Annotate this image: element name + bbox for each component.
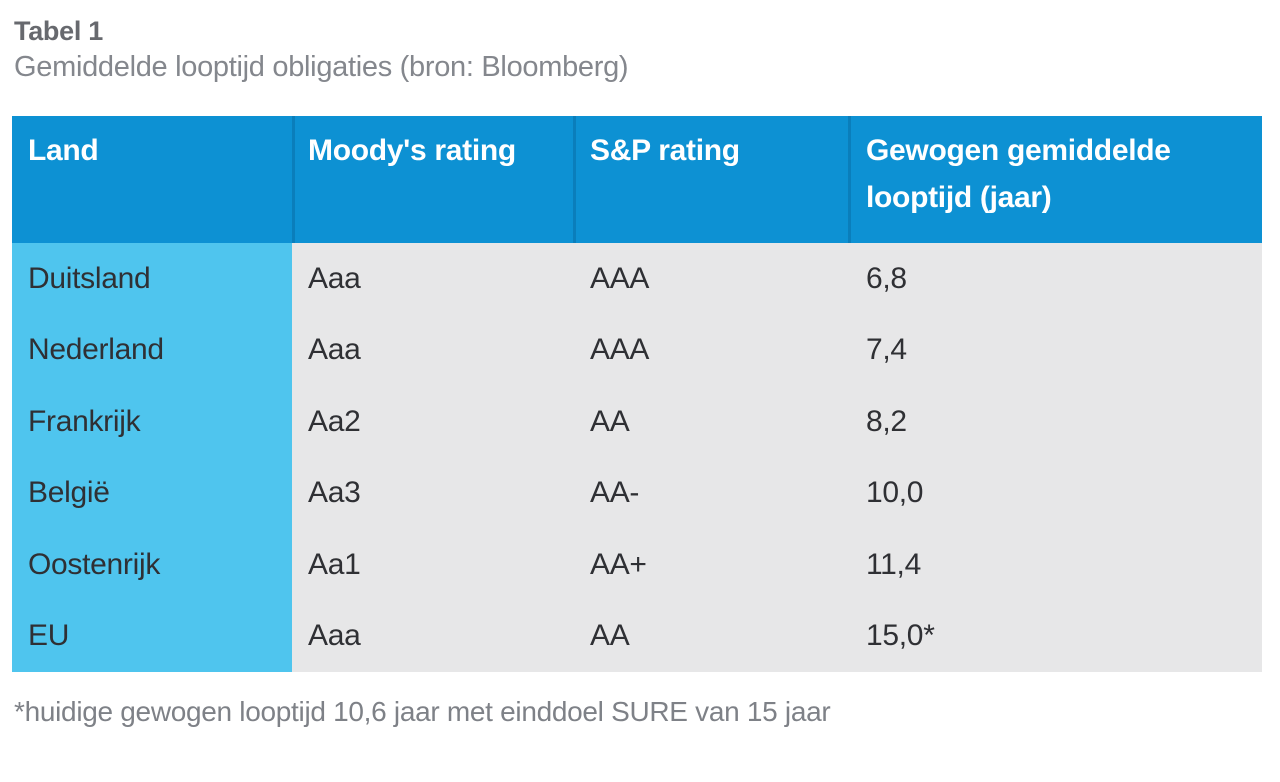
cell-moodys-rating: Aa2 <box>292 386 573 458</box>
cell-land: Nederland <box>12 314 292 386</box>
table-title: Tabel 1 <box>14 16 103 46</box>
cell-land: Oostenrijk <box>12 529 292 601</box>
table-row: België Aa3 AA- 10,0 <box>12 457 1262 529</box>
cell-sp-rating: AAA <box>573 314 848 386</box>
table-row: Nederland Aaa AAA 7,4 <box>12 314 1262 386</box>
cell-land: Frankrijk <box>12 386 292 458</box>
cell-land: EU <box>12 600 292 672</box>
cell-sp-rating: AA- <box>573 457 848 529</box>
column-header-land: Land <box>28 134 99 167</box>
cell-sp-rating: AA+ <box>573 529 848 601</box>
table-row: Frankrijk Aa2 AA 8,2 <box>12 386 1262 458</box>
cell-moodys-rating: Aa3 <box>292 457 573 529</box>
column-header-sp-rating: S&P rating <box>573 116 848 243</box>
cell-looptijd: 15,0* <box>848 600 1262 672</box>
cell-looptijd: 6,8 <box>848 243 1262 315</box>
cell-looptijd: 10,0 <box>848 457 1262 529</box>
cell-moodys-rating: Aa1 <box>292 529 573 601</box>
cell-sp-rating: AAA <box>573 243 848 315</box>
cell-looptijd: 7,4 <box>848 314 1262 386</box>
cell-sp-rating: AA <box>573 600 848 672</box>
footnote: *huidige gewogen looptijd 10,6 jaar met … <box>14 696 831 727</box>
table-body: Duitsland Aaa AAA 6,8 Nederland Aaa AAA … <box>12 243 1262 672</box>
column-header-moodys-rating: Moody's rating <box>292 116 573 243</box>
ratings-table: Land Moody's rating S&P rating Gewogen g… <box>12 116 1262 672</box>
cell-land: België <box>12 457 292 529</box>
table-header-row: Land Moody's rating S&P rating Gewogen g… <box>12 116 1262 243</box>
table-row: Oostenrijk Aa1 AA+ 11,4 <box>12 529 1262 601</box>
cell-land: Duitsland <box>12 243 292 315</box>
cell-looptijd: 8,2 <box>848 386 1262 458</box>
table-row: EU Aaa AA 15,0* <box>12 600 1262 672</box>
cell-moodys-rating: Aaa <box>292 600 573 672</box>
cell-looptijd: 11,4 <box>848 529 1262 601</box>
cell-moodys-rating: Aaa <box>292 314 573 386</box>
table-row: Duitsland Aaa AAA 6,8 <box>12 243 1262 315</box>
table-subtitle: Gemiddelde looptijd obligaties (bron: Bl… <box>14 51 629 83</box>
column-header-gewogen-gemiddelde-looptijd: Gewogen gemiddelde looptijd (jaar) <box>848 116 1262 243</box>
cell-moodys-rating: Aaa <box>292 243 573 315</box>
cell-sp-rating: AA <box>573 386 848 458</box>
